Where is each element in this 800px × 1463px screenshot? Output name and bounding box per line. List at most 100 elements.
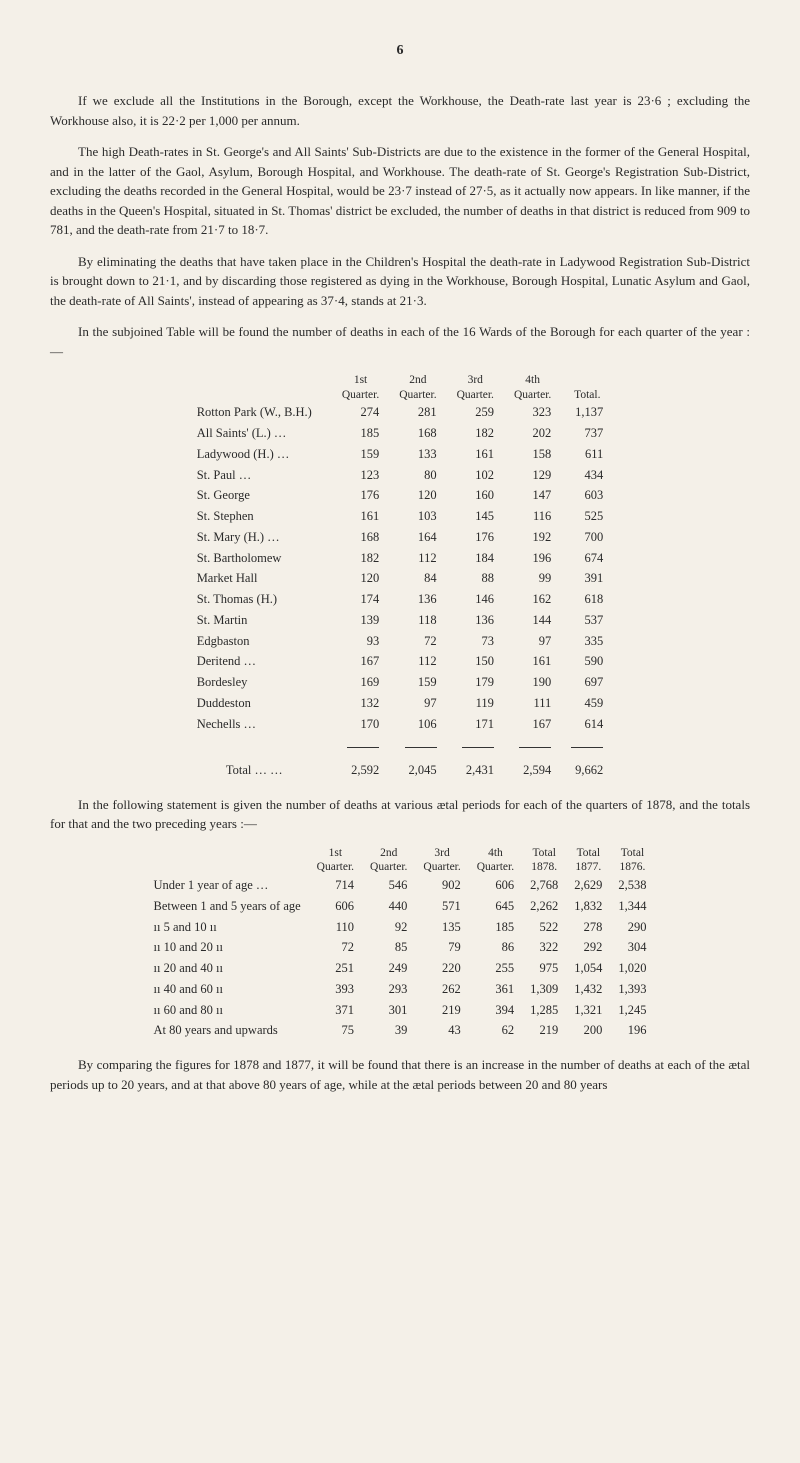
row-label: Duddeston xyxy=(187,693,332,714)
cell: 603 xyxy=(561,485,613,506)
cell: 39 xyxy=(362,1020,415,1041)
row-label: St. Bartholomew xyxy=(187,548,332,569)
row-label: Ladywood (H.) … xyxy=(187,444,332,465)
cell: 606 xyxy=(309,896,362,917)
row-label: Under 1 year of age … xyxy=(146,875,309,896)
cell: 80 xyxy=(389,465,446,486)
cell: 136 xyxy=(389,589,446,610)
cell: 139 xyxy=(332,610,389,631)
cell: 118 xyxy=(389,610,446,631)
cell: 611 xyxy=(561,444,613,465)
cell: 434 xyxy=(561,465,613,486)
age-deaths-table: 1st 2nd 3rd 4th Total Total Total Quarte… xyxy=(146,846,655,1041)
col-q2: Quarter. xyxy=(389,388,446,403)
cell: 185 xyxy=(469,917,522,938)
table-row: Under 1 year of age …7145469026062,7682,… xyxy=(146,875,655,896)
t2-total: Total xyxy=(522,846,566,861)
t2-1st: 1st xyxy=(309,846,362,861)
paragraph-5: In the following statement is given the … xyxy=(50,795,750,834)
col-1st: 1st xyxy=(332,373,389,388)
row-label: Deritend … xyxy=(187,651,332,672)
row-label: ıı 60 and 80 ıı xyxy=(146,1000,309,1021)
cell: 86 xyxy=(469,937,522,958)
cell: 440 xyxy=(362,896,415,917)
cell: 2,629 xyxy=(566,875,610,896)
col-3rd: 3rd xyxy=(447,373,504,388)
cell: 1,832 xyxy=(566,896,610,917)
table-row: ıı 60 and 80 ıı3713012193941,2851,3211,2… xyxy=(146,1000,655,1021)
cell: 176 xyxy=(447,527,504,548)
row-label: Market Hall xyxy=(187,568,332,589)
cell: 714 xyxy=(309,875,362,896)
table-row: St. Martin139118136144537 xyxy=(187,610,614,631)
cell: 120 xyxy=(332,568,389,589)
cell: 192 xyxy=(504,527,561,548)
cell: 190 xyxy=(504,672,561,693)
cell: 251 xyxy=(309,958,362,979)
table2-head: 1st 2nd 3rd 4th Total Total Total Quarte… xyxy=(146,846,655,875)
cell: 168 xyxy=(389,423,446,444)
cell: 182 xyxy=(332,548,389,569)
cell: 75 xyxy=(309,1020,362,1041)
cell: 618 xyxy=(561,589,613,610)
cell: 537 xyxy=(561,610,613,631)
cell: 129 xyxy=(504,465,561,486)
cell: 93 xyxy=(332,631,389,652)
t2-q1: Quarter. xyxy=(309,860,362,875)
table-row: At 80 years and upwards75394362219200196 xyxy=(146,1020,655,1041)
cell: 145 xyxy=(447,506,504,527)
cell: 161 xyxy=(504,651,561,672)
cell: 171 xyxy=(447,714,504,735)
paragraph-1: If we exclude all the Institutions in th… xyxy=(50,91,750,130)
col-total: Total. xyxy=(561,388,613,403)
cell: 144 xyxy=(504,610,561,631)
paragraph-3: By eliminating the deaths that have take… xyxy=(50,252,750,311)
cell: 1,285 xyxy=(522,1000,566,1021)
table-row: Between 1 and 5 years of age606440571645… xyxy=(146,896,655,917)
cell: 292 xyxy=(566,937,610,958)
cell: 1,344 xyxy=(610,896,654,917)
cell: 97 xyxy=(389,693,446,714)
table-row: St. George176120160147603 xyxy=(187,485,614,506)
cell: 169 xyxy=(332,672,389,693)
table-row: St. Stephen161103145116525 xyxy=(187,506,614,527)
cell: 262 xyxy=(415,979,468,1000)
paragraph-4: In the subjoined Table will be found the… xyxy=(50,322,750,361)
cell: 185 xyxy=(332,423,389,444)
t2-1878: 1878. xyxy=(522,860,566,875)
cell: 219 xyxy=(522,1020,566,1041)
cell: 1,245 xyxy=(610,1000,654,1021)
row-label: ıı 10 and 20 ıı xyxy=(146,937,309,958)
cell: 106 xyxy=(389,714,446,735)
cell: 84 xyxy=(389,568,446,589)
table-row: ıı 5 and 10 ıı11092135185522278290 xyxy=(146,917,655,938)
row-label: Bordesley xyxy=(187,672,332,693)
cell: 146 xyxy=(447,589,504,610)
row-label: All Saints' (L.) … xyxy=(187,423,332,444)
cell: 161 xyxy=(447,444,504,465)
table-row: St. Mary (H.) …168164176192700 xyxy=(187,527,614,548)
row-label: St. George xyxy=(187,485,332,506)
row-label: Nechells … xyxy=(187,714,332,735)
total-cell: 2,045 xyxy=(389,755,446,781)
cell: 290 xyxy=(610,917,654,938)
cell: 73 xyxy=(447,631,504,652)
cell: 1,393 xyxy=(610,979,654,1000)
cell: 546 xyxy=(362,875,415,896)
cell: 200 xyxy=(566,1020,610,1041)
total-cell: 2,431 xyxy=(447,755,504,781)
ward-deaths-table: 1st 2nd 3rd 4th Quarter. Quarter. Quarte… xyxy=(187,373,614,781)
row-label: St. Martin xyxy=(187,610,332,631)
row-label: St. Paul … xyxy=(187,465,332,486)
cell: 196 xyxy=(610,1020,654,1041)
cell: 147 xyxy=(504,485,561,506)
table-row: St. Paul …12380102129434 xyxy=(187,465,614,486)
cell: 1,054 xyxy=(566,958,610,979)
cell: 150 xyxy=(447,651,504,672)
cell: 103 xyxy=(389,506,446,527)
table-row: St. Bartholomew182112184196674 xyxy=(187,548,614,569)
cell: 72 xyxy=(389,631,446,652)
t2-3rd: 3rd xyxy=(415,846,468,861)
row-label: Between 1 and 5 years of age xyxy=(146,896,309,917)
cell: 700 xyxy=(561,527,613,548)
